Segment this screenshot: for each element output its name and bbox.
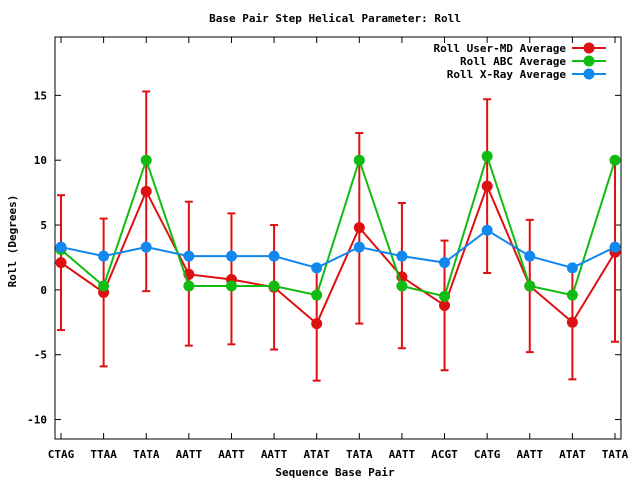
data-point-abc <box>609 154 621 166</box>
series-line-xray <box>60 229 616 269</box>
data-point-user-md <box>55 257 67 269</box>
data-point-abc <box>225 280 237 292</box>
data-point-abc <box>396 280 408 292</box>
data-point-xray <box>55 241 67 253</box>
data-point-xray <box>311 262 323 274</box>
x-tick-label: ACGT <box>431 448 458 461</box>
x-tick-label: AATT <box>218 448 245 461</box>
x-tick-label: ATAT <box>303 448 330 461</box>
x-tick-label: TTAA <box>90 448 117 461</box>
y-tick-label: -10 <box>27 414 47 427</box>
legend-label-xray: Roll X-Ray Average <box>447 68 567 81</box>
data-point-user-md <box>566 316 578 328</box>
legend-marker-abc <box>583 55 595 67</box>
data-point-user-md <box>439 299 451 311</box>
series-layer <box>55 90 621 382</box>
text-layer: Base Pair Step Helical Parameter: Roll S… <box>6 12 461 479</box>
x-tick-label: CATG <box>474 448 501 461</box>
data-point-xray <box>481 224 493 236</box>
y-tick-label: 10 <box>34 154 47 167</box>
axes: -10 -5 0 5 10 15 CTAG TTAA TATA AATT AATT AATT ATAT T… <box>27 36 629 461</box>
x-tick-label: TATA <box>602 448 629 461</box>
legend-label-user-md: Roll User-MD Average <box>434 42 567 55</box>
y-tick-label: 5 <box>40 219 47 232</box>
data-point-xray <box>524 250 536 262</box>
legend-label-abc: Roll ABC Average <box>460 55 566 68</box>
x-tick-label: CTAG <box>48 448 75 461</box>
data-point-user-md <box>311 318 323 330</box>
data-point-abc <box>481 150 493 162</box>
legend-marker-user-md <box>583 42 595 54</box>
data-point-xray <box>268 250 280 262</box>
chart-title: Base Pair Step Helical Parameter: Roll <box>209 12 461 25</box>
data-point-abc <box>353 154 365 166</box>
data-point-abc <box>566 289 578 301</box>
y-axis-label: Roll (Degrees) <box>6 195 19 288</box>
series-line-abc <box>60 152 616 298</box>
data-point-abc <box>183 280 195 292</box>
data-point-xray <box>183 250 195 262</box>
data-point-abc <box>140 154 152 166</box>
data-point-xray <box>396 250 408 262</box>
series-line-user-md <box>60 183 616 326</box>
legend: Roll User-MD Average Roll ABC Average Ro… <box>434 42 606 81</box>
x-tick-label: AATT <box>389 448 416 461</box>
data-point-xray <box>439 257 451 269</box>
data-point-xray <box>353 241 365 253</box>
data-point-abc <box>98 280 110 292</box>
data-point-user-md <box>140 185 152 197</box>
data-point-user-md <box>353 222 365 234</box>
y-tick-label: 0 <box>40 284 47 297</box>
x-tick-label: AATT <box>261 448 288 461</box>
plot-frame <box>54 36 622 440</box>
x-tick-label: AATT <box>517 448 544 461</box>
data-point-abc <box>268 280 280 292</box>
legend-marker-xray <box>583 68 595 80</box>
data-point-xray <box>225 250 237 262</box>
data-point-user-md <box>481 180 493 192</box>
x-tick-label: ATAT <box>559 448 586 461</box>
data-point-xray <box>609 241 621 253</box>
x-tick-label: TATA <box>346 448 373 461</box>
x-tick-label: TATA <box>133 448 160 461</box>
y-tick-label: -5 <box>34 349 47 362</box>
x-tick-label: AATT <box>176 448 203 461</box>
data-point-xray <box>140 241 152 253</box>
x-axis-label: Sequence Base Pair <box>275 466 395 479</box>
data-point-abc <box>311 289 323 301</box>
data-point-abc <box>439 290 451 302</box>
data-point-xray <box>566 262 578 274</box>
data-point-abc <box>524 280 536 292</box>
y-tick-label: 15 <box>34 89 47 102</box>
data-point-xray <box>98 250 110 262</box>
